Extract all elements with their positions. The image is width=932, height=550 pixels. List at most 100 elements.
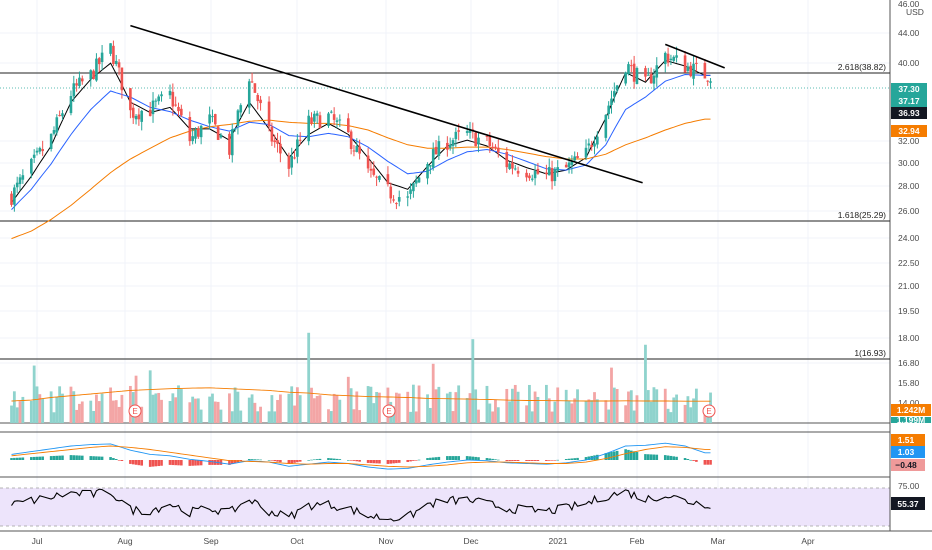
candle-body bbox=[627, 64, 630, 75]
volume-bar bbox=[508, 401, 512, 423]
volume-bar bbox=[488, 403, 492, 423]
macd-histogram-bar bbox=[596, 454, 599, 460]
price-tag-1: 37.30 bbox=[891, 83, 927, 95]
volume-bar bbox=[191, 396, 195, 423]
candle-body bbox=[307, 115, 310, 142]
macd-signal-line bbox=[11, 445, 711, 468]
volume-bar bbox=[358, 410, 362, 423]
volume-bar bbox=[663, 388, 667, 423]
volume-bar bbox=[49, 391, 53, 423]
candle-body bbox=[247, 81, 251, 108]
volume-bar bbox=[349, 388, 353, 423]
candle-body bbox=[474, 132, 477, 147]
macd-histogram-bar bbox=[55, 455, 59, 460]
macd-histogram-bar bbox=[233, 460, 237, 464]
macd-histogram-bar bbox=[327, 458, 330, 460]
volume-bar bbox=[652, 387, 656, 423]
candle-body bbox=[437, 141, 441, 157]
volume-moving-average bbox=[11, 387, 711, 402]
candle-body bbox=[35, 150, 39, 153]
macd-histogram-bar bbox=[208, 460, 211, 465]
candle-body bbox=[389, 186, 393, 199]
macd-histogram-bar bbox=[652, 454, 656, 460]
candle-body bbox=[457, 130, 460, 132]
volume-bar bbox=[595, 399, 599, 423]
candle-body bbox=[318, 115, 322, 129]
volume-bar bbox=[109, 387, 112, 423]
macd-histogram-bar bbox=[35, 456, 39, 460]
macd-histogram-bar bbox=[378, 460, 381, 464]
candle-body bbox=[513, 168, 517, 170]
candle-body bbox=[610, 98, 613, 105]
macd-histogram-bar bbox=[49, 456, 53, 460]
macd-histogram-bar bbox=[392, 460, 395, 464]
macd-histogram-bar bbox=[372, 460, 376, 464]
price-tag-text: 37.17 bbox=[898, 96, 920, 106]
volume-bar bbox=[38, 394, 42, 423]
candle-body bbox=[327, 113, 330, 126]
macd-histogram-bar bbox=[703, 460, 707, 465]
candle-body bbox=[112, 45, 115, 65]
time-axis[interactable]: Jul Aug Sep Oct Nov Dec 2021 Feb Mar Apr bbox=[32, 536, 815, 546]
macd-histogram-bar bbox=[644, 454, 647, 460]
volume-bar bbox=[216, 401, 220, 423]
candle-body bbox=[78, 77, 81, 87]
macd-tag-bg bbox=[891, 459, 925, 471]
volume-bar bbox=[525, 405, 528, 423]
candle-body bbox=[392, 199, 395, 201]
candle-body bbox=[590, 144, 593, 147]
macd-histogram-bar bbox=[513, 460, 517, 461]
x-tick-label: 2021 bbox=[549, 536, 568, 546]
price-tick-label: 24.00 bbox=[898, 233, 920, 243]
volume-bar bbox=[672, 397, 676, 423]
candle-body bbox=[649, 74, 653, 84]
candle-body bbox=[358, 146, 361, 154]
macd-histogram-bar bbox=[366, 460, 370, 463]
volume-bar bbox=[112, 400, 115, 423]
macd-histogram-bar bbox=[197, 460, 200, 466]
macd-histogram-bar bbox=[451, 456, 455, 460]
trendlines[interactable] bbox=[130, 24, 725, 184]
rsi-tick-label: 75.00 bbox=[898, 481, 920, 491]
volume-bar bbox=[239, 410, 243, 423]
candle-body bbox=[236, 110, 240, 126]
macd-histogram-bar bbox=[675, 456, 678, 460]
macd-histogram-bar bbox=[706, 460, 710, 465]
volume-tag-bg bbox=[891, 417, 931, 423]
volume-bar bbox=[89, 400, 93, 423]
volume-bar bbox=[694, 388, 698, 423]
volume-bar bbox=[58, 386, 62, 423]
macd-histogram-bar bbox=[273, 460, 277, 462]
candle-body bbox=[230, 129, 234, 156]
macd-histogram-bar bbox=[230, 460, 234, 465]
volume-bar bbox=[414, 411, 418, 423]
macd-histogram-bar bbox=[491, 458, 494, 460]
price-axis[interactable]: 46.00 USD 44.00 40.00 32.00 30.00 28.00 … bbox=[898, 0, 924, 491]
macd-histogram-bar bbox=[355, 460, 359, 462]
macd-histogram-bar bbox=[247, 459, 251, 460]
candle-body bbox=[709, 81, 712, 83]
candle-body bbox=[655, 65, 659, 78]
macd-histogram-bar bbox=[112, 458, 115, 460]
volume-bar bbox=[310, 387, 313, 423]
macd-histogram-bar bbox=[567, 458, 571, 460]
macd-histogram-bar bbox=[267, 460, 271, 461]
candle-body bbox=[211, 116, 214, 118]
volume-bar bbox=[247, 397, 251, 423]
macd-histogram-bar bbox=[437, 456, 441, 460]
macd-histogram-bar bbox=[604, 453, 608, 460]
macd-histogram-bar bbox=[256, 459, 260, 461]
price-tag-3: 36.93 bbox=[891, 107, 927, 119]
macd-histogram-bar bbox=[666, 455, 670, 460]
candle-body bbox=[683, 55, 687, 73]
price-tick-label: 16.80 bbox=[898, 358, 920, 368]
candle-body bbox=[21, 175, 25, 180]
candle-body bbox=[97, 58, 101, 65]
volume-bar bbox=[375, 391, 378, 423]
macd-histogram-bar bbox=[78, 455, 81, 460]
macd-histogram-bar bbox=[655, 454, 659, 460]
macd-histogram-bar bbox=[431, 457, 435, 460]
macd-histogram-bar bbox=[72, 455, 76, 460]
